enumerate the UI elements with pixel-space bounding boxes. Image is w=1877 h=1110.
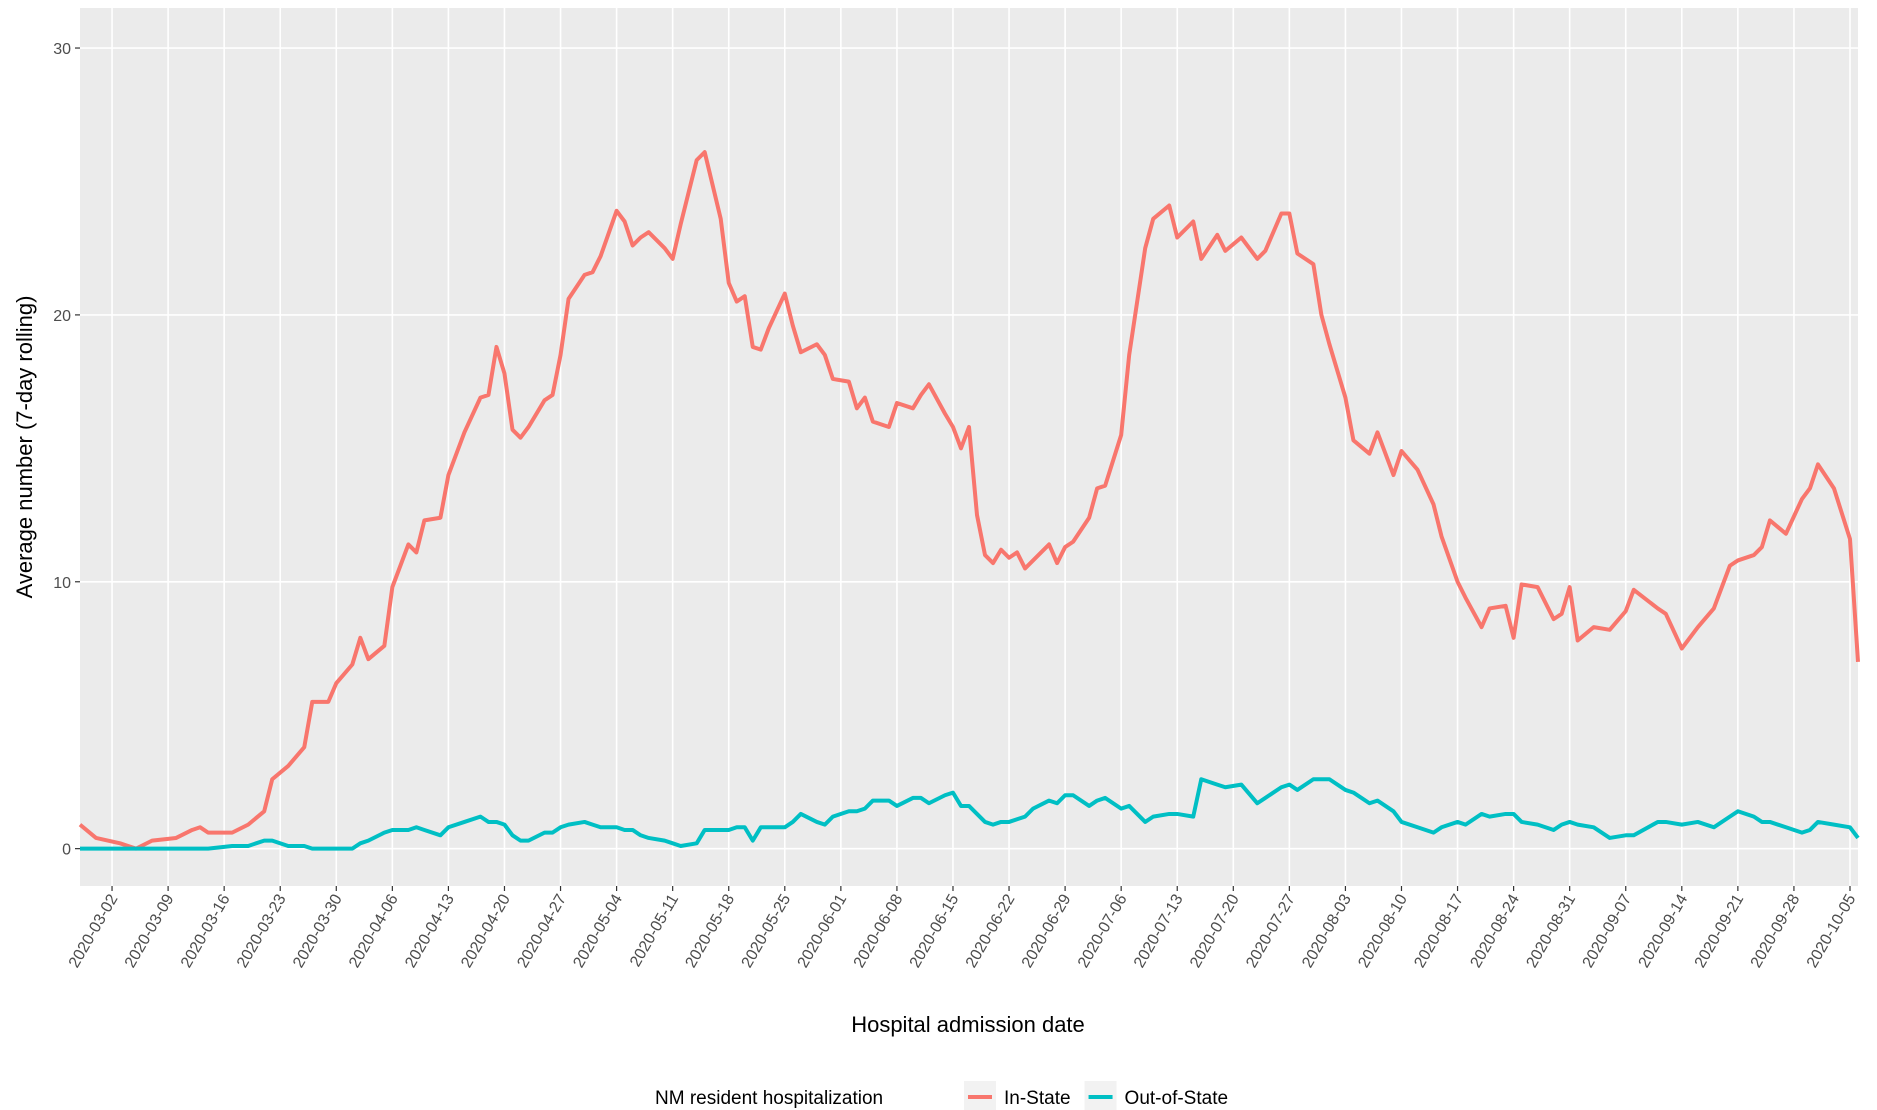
x-tick-label: 2020-07-27 bbox=[1243, 891, 1299, 970]
x-tick-label: 2020-09-28 bbox=[1748, 891, 1804, 970]
x-tick-label: 2020-09-14 bbox=[1636, 891, 1692, 970]
x-tick-label: 2020-04-20 bbox=[458, 891, 514, 970]
y-tick-label: 20 bbox=[53, 308, 71, 325]
x-axis-title: Hospital admission date bbox=[851, 1012, 1085, 1037]
x-tick-label: 2020-03-09 bbox=[122, 891, 178, 970]
x-tick-label: 2020-04-06 bbox=[346, 891, 402, 970]
series-line bbox=[78, 150, 1860, 851]
x-tick-label: 2020-09-07 bbox=[1580, 891, 1636, 970]
y-axis-title: Average number (7-day rolling) bbox=[12, 296, 37, 599]
x-tick-label: 2020-06-15 bbox=[907, 891, 963, 970]
y-tick-label: 10 bbox=[53, 575, 71, 592]
x-tick-label: 2020-04-13 bbox=[402, 891, 458, 970]
x-tick-label: 2020-05-25 bbox=[739, 891, 795, 970]
x-tick-label: 2020-03-30 bbox=[290, 891, 346, 970]
legend: NM resident hospitalization In-State Out-o… bbox=[655, 1081, 1228, 1110]
x-tick-label: 2020-04-27 bbox=[514, 891, 570, 970]
legend-title: NM resident hospitalization bbox=[655, 1088, 883, 1109]
x-tick-label: 2020-10-05 bbox=[1804, 891, 1860, 970]
x-tick-label: 2020-05-11 bbox=[627, 891, 682, 969]
x-tick-label: 2020-05-18 bbox=[683, 891, 739, 970]
x-tick-label: 2020-03-02 bbox=[66, 891, 122, 970]
x-tick-label: 2020-08-10 bbox=[1355, 891, 1411, 970]
x-tick-label: 2020-06-29 bbox=[1019, 891, 1075, 970]
grid bbox=[80, 8, 1858, 886]
legend-label: Out-of-State bbox=[1125, 1088, 1229, 1109]
series-line bbox=[80, 777, 1860, 851]
x-tick-label: 2020-07-20 bbox=[1187, 891, 1243, 970]
x-tick-label: 2020-09-21 bbox=[1692, 891, 1748, 970]
x-tick-label: 2020-08-03 bbox=[1299, 891, 1355, 970]
x-tick-label: 2020-07-13 bbox=[1131, 891, 1187, 970]
x-tick-label: 2020-06-08 bbox=[851, 891, 907, 970]
x-tick-label: 2020-08-17 bbox=[1411, 891, 1467, 970]
x-tick-label: 2020-07-06 bbox=[1075, 891, 1131, 970]
legend-label: In-State bbox=[1004, 1088, 1071, 1109]
x-tick-label: 2020-06-01 bbox=[795, 891, 851, 970]
y-tick-label: 30 bbox=[53, 41, 71, 58]
x-tick-label: 2020-06-22 bbox=[963, 891, 1019, 970]
x-tick-label: 2020-03-16 bbox=[178, 891, 234, 970]
x-tick-label: 2020-08-31 bbox=[1523, 891, 1579, 970]
x-tick-label: 2020-05-04 bbox=[570, 891, 626, 970]
y-tick-label: 0 bbox=[62, 842, 71, 859]
x-tick-label: 2020-08-24 bbox=[1467, 891, 1523, 970]
x-tick-label: 2020-03-23 bbox=[234, 891, 290, 970]
